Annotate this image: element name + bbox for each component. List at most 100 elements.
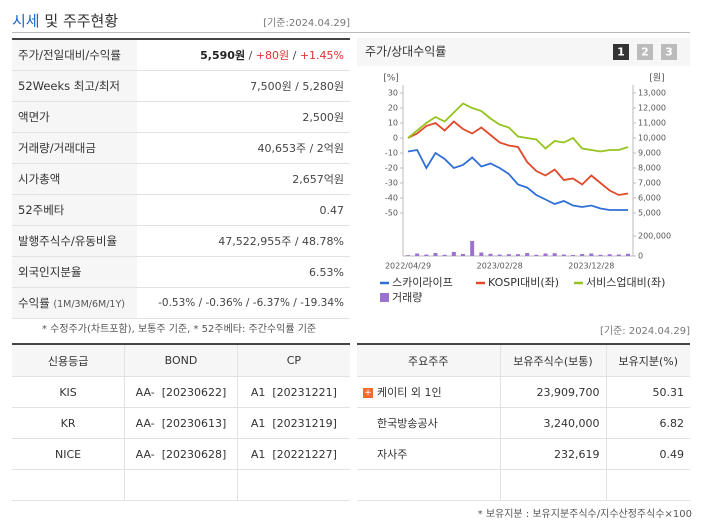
y2-tick-label: 5,000	[638, 209, 661, 218]
chart-title: 주가/상대수익률	[365, 45, 446, 59]
cell: 자사주	[357, 438, 500, 470]
header: CP	[236, 344, 350, 377]
label: 시가총액	[12, 163, 137, 195]
x-tick-label: 2023/02/28	[477, 262, 523, 271]
cell: A1 [20221227]	[236, 438, 350, 470]
header: 보유주식수(보통)	[499, 344, 606, 377]
legend-swatch	[380, 293, 389, 302]
cell: 23,909,700	[499, 376, 606, 408]
volume-bar	[598, 254, 603, 256]
cell: A1 [20231219]	[236, 407, 350, 439]
as-of: [기준:2024.04.29]	[263, 18, 350, 29]
value: 5,590원 / +80원 / +1.45%	[137, 39, 350, 71]
cell: A1 [20231221]	[236, 376, 350, 408]
volume-bar	[552, 253, 557, 256]
header: BOND	[124, 344, 238, 377]
cell	[357, 469, 500, 501]
change-pct: +1.45%	[299, 49, 344, 62]
cell: AA- [20230622]	[124, 376, 238, 408]
cell: 3,240,000	[499, 407, 606, 439]
volume-bar	[479, 252, 484, 256]
y-tick-label: -30	[385, 179, 398, 188]
volume-bar	[516, 254, 520, 256]
chart: 주가/상대수익률 [%] [원] 1 2 3 30 20 10 0 -10 -20 -30 -40 -…	[357, 38, 690, 304]
cell: 50.31	[605, 376, 690, 408]
cell	[499, 469, 606, 501]
value: 6.53%	[137, 256, 350, 288]
volume-bar	[488, 253, 493, 256]
x-tick-label: 2023/12/28	[568, 262, 614, 271]
legend-label: 거래량	[392, 291, 422, 304]
label: 발행주식수/유동비율	[12, 225, 137, 257]
cell	[605, 469, 690, 501]
y2-tick-label: 6,000	[638, 194, 661, 203]
volume-bar	[607, 254, 612, 256]
volume-bar	[470, 241, 475, 256]
label: 액면가	[12, 101, 137, 133]
cell	[236, 469, 350, 501]
button-bg	[661, 44, 677, 60]
button-bg	[637, 44, 653, 60]
cell: + 케이티 외 1인	[357, 376, 500, 408]
title-highlight: 시세	[12, 12, 40, 30]
legend-label: 서비스업대비(좌)	[586, 276, 665, 289]
header: 보유지분(%)	[605, 344, 690, 377]
y2-tick-label: 7,000	[638, 179, 661, 188]
label-main: 수익률	[18, 296, 50, 310]
value: 0.47	[137, 194, 350, 226]
y-tick-label: -40	[385, 194, 398, 203]
value: 2,500원	[137, 101, 350, 133]
button-label: 2	[641, 46, 649, 59]
change: +80원	[255, 49, 290, 62]
chart-button[interactable]: 3	[661, 44, 677, 60]
value: 7,500원 / 5,280원	[137, 70, 350, 102]
y2-unit: [원]	[649, 73, 664, 84]
label: 주가/전일대비/수익률	[12, 39, 137, 71]
volume-bar	[561, 254, 566, 256]
title-rest: 및 주주현황	[44, 12, 119, 30]
rating-table: 신용등급 BOND CP KIS AA- [20230622] A1 [20231221…	[12, 343, 350, 501]
holders-as-of: [기준: 2024.04.29]	[599, 326, 690, 337]
y-tick-label: 30	[388, 89, 398, 98]
button-label: 3	[665, 46, 673, 59]
cell	[124, 469, 238, 501]
header: 신용등급	[12, 344, 125, 377]
price: 5,590원	[200, 49, 246, 62]
series-line	[407, 120, 629, 196]
series-line	[407, 149, 628, 211]
volume-bar	[461, 254, 465, 256]
label: 외국인지분율	[12, 256, 137, 288]
volume-bar	[442, 254, 447, 256]
holders-table: 주요주주 보유주식수(보통) 보유지분(%) + 케이티 외 1인 23,909,700…	[357, 343, 690, 501]
chart-header	[357, 38, 690, 66]
button-label: 1	[617, 46, 625, 59]
divider	[12, 32, 690, 33]
expand-icon[interactable]: +	[363, 388, 373, 398]
cell: NICE	[12, 438, 125, 470]
y-tick-label: 0	[393, 134, 398, 143]
cell: KR	[12, 407, 125, 439]
holder: 케이티 외 1인	[377, 386, 442, 399]
cell: 0.49	[605, 438, 690, 470]
volume-bar	[497, 254, 502, 256]
volume-bar	[534, 254, 539, 256]
volume-bar	[580, 254, 585, 256]
volume-bar	[415, 253, 420, 256]
header: 주요주주	[357, 344, 500, 377]
value: 47,522,955주 / 48.78%	[137, 225, 350, 257]
x-tick-label: 2022/04/29	[385, 262, 431, 271]
button-bg	[613, 44, 629, 60]
sep: /	[289, 49, 300, 62]
y2-tick-label: 11,000	[638, 119, 666, 128]
chart-button[interactable]: 1	[613, 44, 629, 60]
chart-button[interactable]: 2	[637, 44, 653, 60]
y-tick-label: -20	[385, 164, 398, 173]
value: -0.53% / -0.36% / -6.37% / -19.34%	[137, 287, 350, 319]
cell: AA- [20230613]	[124, 407, 238, 439]
cell: 한국방송공사	[357, 407, 500, 439]
legend-label: KOSPI대비(좌)	[488, 276, 559, 289]
volume-bar	[406, 255, 410, 256]
volume-bar	[451, 252, 456, 256]
quote-note: * 수정주가(차트포함), 보통주 기준, * 52주베타: 주간수익률 기준	[42, 324, 317, 335]
